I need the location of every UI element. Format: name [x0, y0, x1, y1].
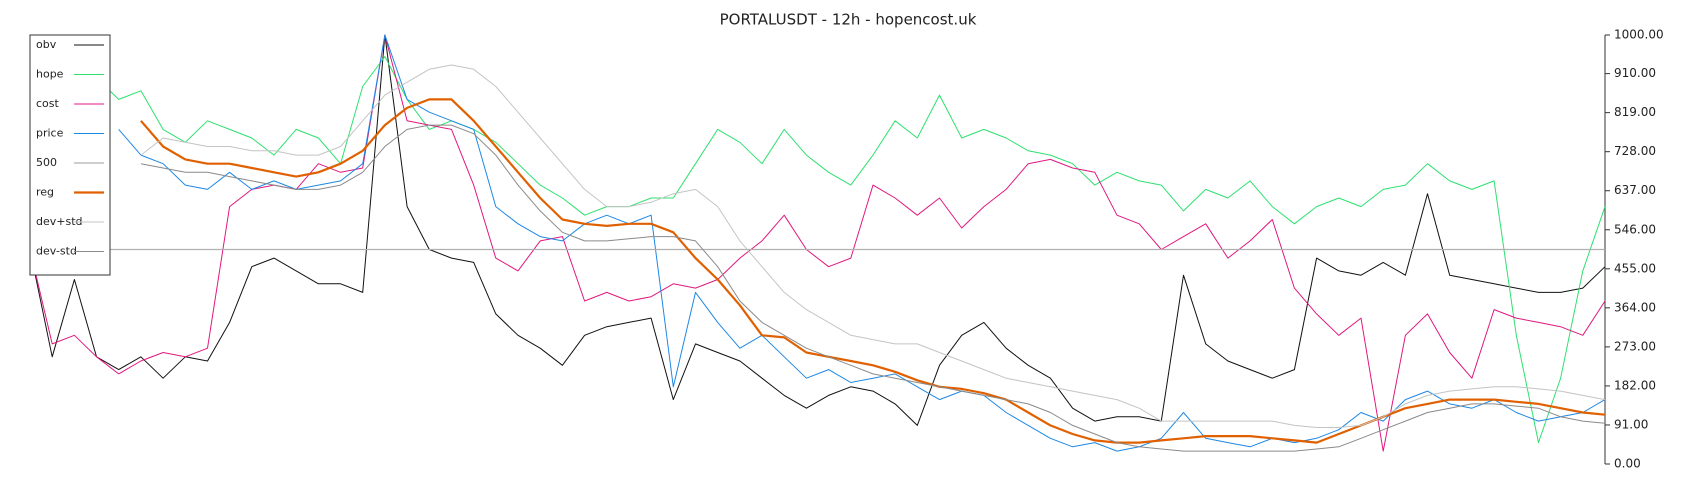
series-line: [140, 124, 1606, 452]
y-tick-label: 273.00: [1614, 339, 1656, 353]
y-tick-label: 728.00: [1614, 144, 1656, 158]
y-tick-label: 819.00: [1614, 105, 1656, 119]
legend-label: hope: [36, 68, 64, 81]
legend-label: price: [36, 127, 64, 140]
series-line: [140, 64, 1606, 428]
chart-title: PORTALUSDT - 12h - hopencost.uk: [720, 11, 977, 29]
y-tick-label: 637.00: [1614, 183, 1656, 197]
y-tick-label: 455.00: [1614, 261, 1656, 275]
series-line: [29, 56, 1606, 444]
y-tick-label: 546.00: [1614, 222, 1656, 236]
legend-label: reg: [36, 186, 54, 199]
y-tick-label: 364.00: [1614, 300, 1656, 314]
legend-label: dev+std: [36, 215, 83, 228]
series-line: [118, 34, 1606, 452]
y-tick-label: 1000.00: [1614, 28, 1664, 42]
series-line: [29, 34, 1606, 426]
y-tick-label: 91.00: [1614, 417, 1648, 431]
y-tick-label: 0.00: [1614, 457, 1641, 471]
legend-label: dev-std: [36, 245, 77, 258]
legend: obv hope cost price 500 reg dev+std dev-std: [29, 34, 111, 276]
legend-label: obv: [36, 38, 57, 51]
legend-label: 500: [36, 156, 57, 169]
y-tick-label: 182.00: [1614, 378, 1656, 392]
y-tick-label: 910.00: [1614, 66, 1656, 80]
series-line: [29, 34, 1606, 452]
legend-label: cost: [36, 97, 60, 110]
